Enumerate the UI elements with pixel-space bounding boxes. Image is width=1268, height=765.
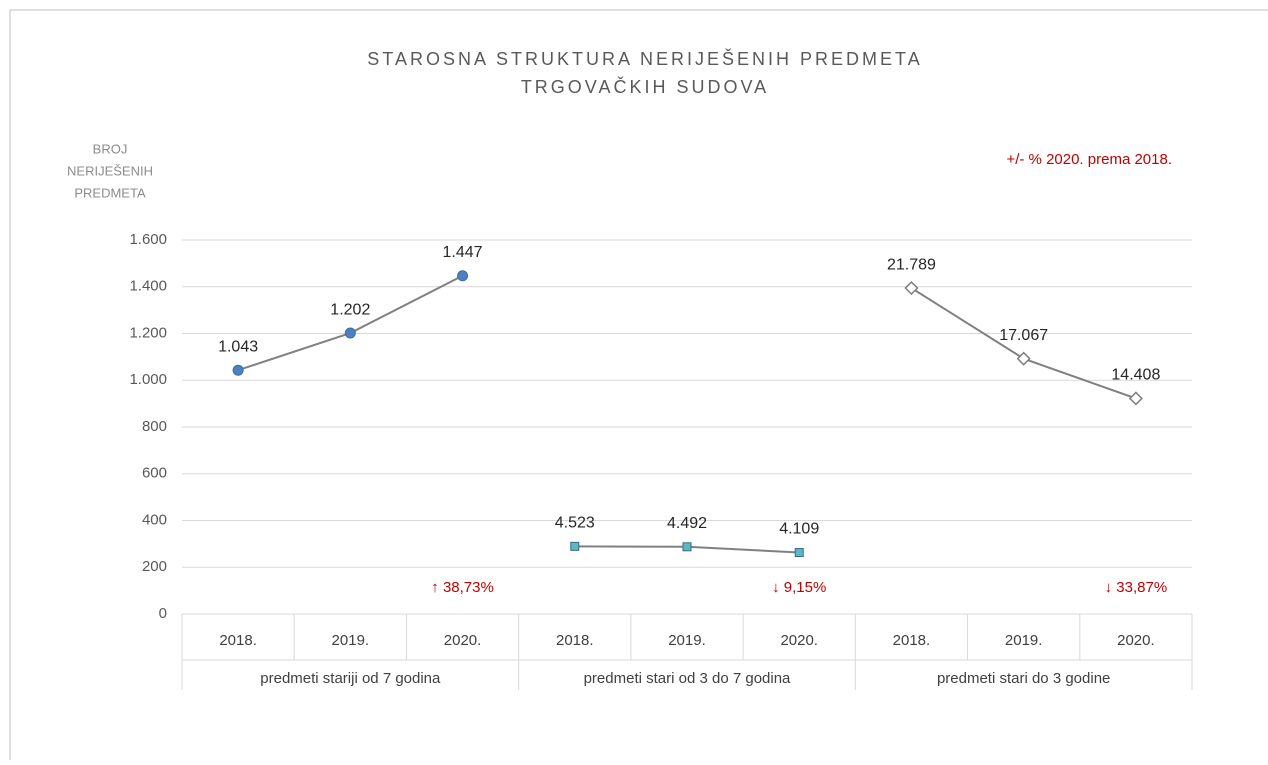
x-tick-label: 2020. — [444, 632, 482, 649]
y-axis-label: BROJ — [93, 141, 128, 156]
annotation-note: +/- % 2020. prema 2018. — [1006, 151, 1172, 168]
data-label: 1.447 — [443, 244, 483, 261]
chart-title: TRGOVAČKIH SUDOVA — [521, 76, 769, 97]
data-label: 21.789 — [887, 256, 936, 273]
chart-title: STAROSNA STRUKTURA NERIJEŠENIH PREDMETA — [367, 48, 922, 69]
annotation: ↓ 9,15% — [772, 579, 826, 596]
data-label: 14.408 — [1111, 367, 1160, 384]
marker — [794, 548, 804, 558]
annotation: ↓ 33,87% — [1105, 579, 1168, 596]
data-label: 4.523 — [555, 515, 595, 532]
group-label: predmeti stariji od 7 godina — [260, 670, 441, 687]
x-tick-label: 2019. — [1005, 632, 1043, 649]
marker — [570, 541, 580, 551]
x-tick-label: 2018. — [893, 632, 931, 649]
group-label: predmeti stari do 3 godine — [937, 670, 1110, 687]
marker — [344, 327, 356, 339]
x-tick-label: 2020. — [780, 632, 818, 649]
data-label: 4.492 — [667, 515, 707, 532]
marker — [232, 364, 244, 376]
y-tick-label: 1.200 — [129, 324, 167, 341]
y-axis-label: PREDMETA — [74, 185, 146, 200]
chart-frame — [9, 9, 1268, 765]
data-label: 1.043 — [218, 338, 258, 355]
marker — [457, 270, 469, 282]
y-tick-label: 0 — [159, 605, 167, 622]
y-tick-label: 1.600 — [129, 231, 167, 248]
data-label: 17.067 — [999, 327, 1048, 344]
data-label: 4.109 — [779, 521, 819, 538]
x-tick-label: 2018. — [219, 632, 257, 649]
y-tick-label: 800 — [142, 418, 167, 435]
y-tick-label: 400 — [142, 511, 167, 528]
group-label: predmeti stari od 3 do 7 godina — [584, 670, 791, 687]
annotation: ↑ 38,73% — [431, 579, 494, 596]
data-label: 1.202 — [330, 301, 370, 318]
x-tick-label: 2018. — [556, 632, 594, 649]
x-tick-label: 2019. — [332, 632, 370, 649]
x-tick-label: 2019. — [668, 632, 706, 649]
y-tick-label: 1.400 — [129, 278, 167, 295]
marker — [1016, 351, 1031, 366]
y-tick-label: 200 — [142, 558, 167, 575]
marker — [1128, 391, 1143, 406]
y-tick-label: 600 — [142, 465, 167, 482]
y-tick-label: 1.000 — [129, 371, 167, 388]
y-axis-label: NERIJEŠENIH — [67, 163, 153, 178]
x-tick-label: 2020. — [1117, 632, 1155, 649]
marker — [682, 542, 692, 552]
marker — [904, 280, 919, 296]
